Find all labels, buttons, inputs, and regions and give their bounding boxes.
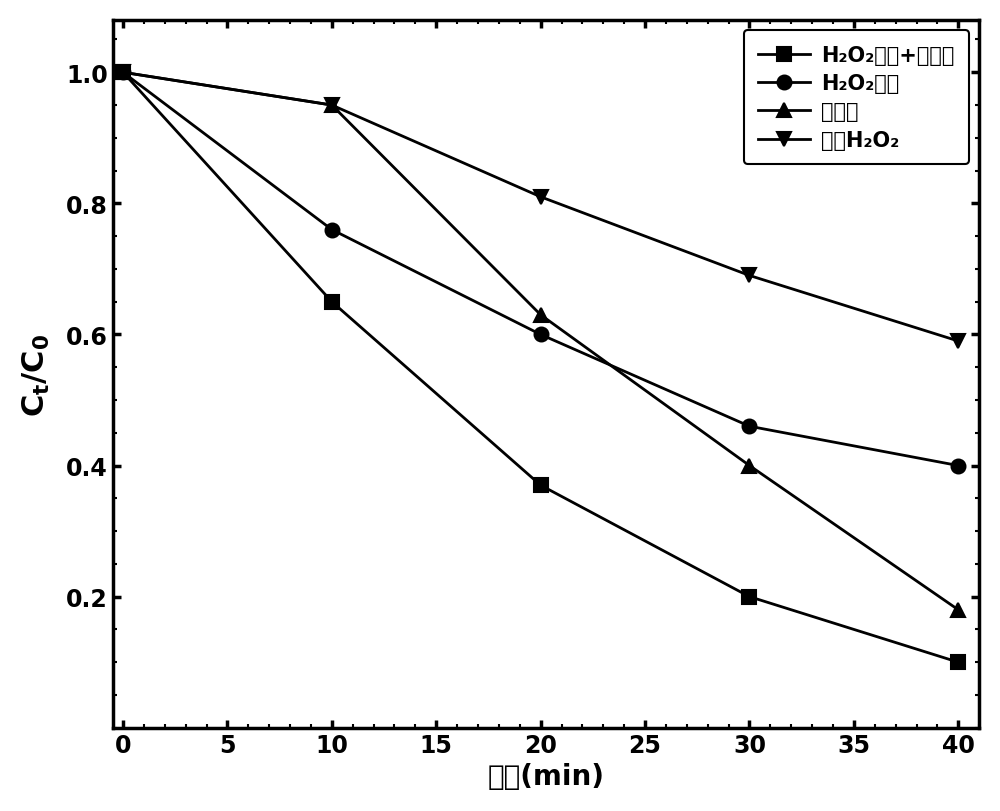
Line: H₂O₂活化: H₂O₂活化 <box>116 67 965 473</box>
只加H₂O₂ <box>952 337 964 346</box>
只加H₂O₂ <box>326 101 338 111</box>
光偒化 <box>117 68 129 78</box>
H₂O₂活化 <box>535 330 547 340</box>
光偒化 <box>326 101 338 111</box>
光偒化 <box>535 311 547 320</box>
只加H₂O₂ <box>117 68 129 78</box>
光偒化 <box>952 605 964 615</box>
X-axis label: 时间(min): 时间(min) <box>487 762 604 790</box>
H₂O₂活化 <box>952 461 964 471</box>
H₂O₂活化 <box>326 225 338 235</box>
H₂O₂活化+光偒化 <box>326 298 338 307</box>
H₂O₂活化+光偒化 <box>743 592 755 602</box>
H₂O₂活化 <box>117 68 129 78</box>
Line: 光偒化: 光偒化 <box>116 67 965 617</box>
Line: H₂O₂活化+光偒化: H₂O₂活化+光偒化 <box>116 67 965 669</box>
只加H₂O₂ <box>743 271 755 281</box>
Line: 只加H₂O₂: 只加H₂O₂ <box>116 67 965 349</box>
只加H₂O₂ <box>535 193 547 203</box>
H₂O₂活化+光偒化 <box>117 68 129 78</box>
Legend: H₂O₂活化+光偒化, H₂O₂活化, 光偒化, 只加H₂O₂: H₂O₂活化+光偒化, H₂O₂活化, 光偒化, 只加H₂O₂ <box>744 31 969 165</box>
Y-axis label: $\mathbf{C_t/C_0}$: $\mathbf{C_t/C_0}$ <box>21 333 52 416</box>
H₂O₂活化+光偒化 <box>535 481 547 491</box>
H₂O₂活化+光偒化 <box>952 658 964 667</box>
H₂O₂活化 <box>743 422 755 431</box>
光偒化 <box>743 461 755 471</box>
